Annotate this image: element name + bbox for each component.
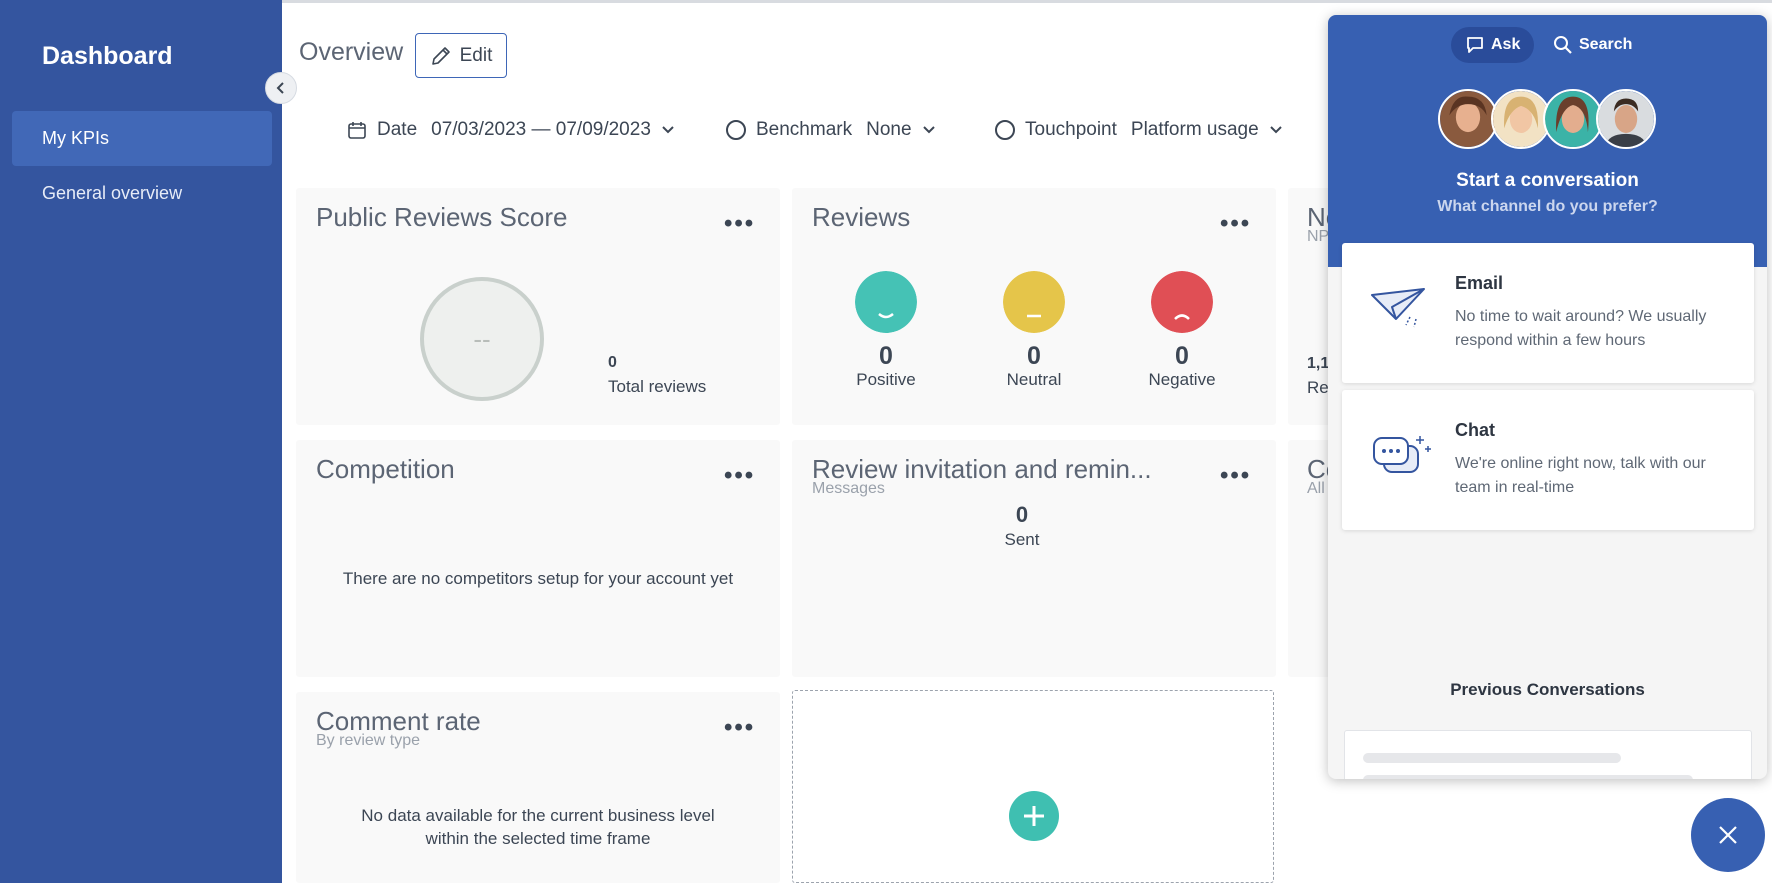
positive-label: Positive [856, 370, 916, 389]
touchpoint-filter-label: Touchpoint [1025, 119, 1117, 140]
score-value: -- [473, 323, 491, 354]
widget-title: Start a conversation [1456, 170, 1639, 191]
card-title: Reviews [812, 202, 911, 232]
benchmark-filter[interactable]: Benchmark None [726, 114, 936, 146]
negative-count: 0 [1175, 342, 1189, 370]
touchpoint-filter[interactable]: Touchpoint Platform usage [995, 114, 1283, 146]
tab-ask-label: Ask [1491, 36, 1521, 53]
avatar [1596, 89, 1656, 149]
score-ring: -- [420, 277, 544, 401]
positive-face-icon [855, 271, 917, 333]
card-title: Comment rate [316, 706, 481, 736]
public-reviews-card: Public Reviews Score ••• -- 0 Total revi… [296, 188, 780, 425]
touchpoint-radio[interactable] [995, 120, 1015, 140]
plus-icon [1024, 806, 1044, 826]
edit-button-label: Edit [459, 44, 493, 66]
competition-card: Competition ••• There are no competitors… [296, 440, 780, 677]
skeleton-line [1363, 753, 1621, 763]
review-invitation-card: Review invitation and remin... Messages … [792, 440, 1276, 677]
total-reviews-label: Total reviews [608, 377, 707, 396]
date-filter-value: 07/03/2023 — 07/09/2023 [431, 119, 651, 140]
card-title: Review invitation and remin... [812, 454, 1152, 484]
tab-search-label: Search [1579, 36, 1633, 53]
previous-conversation-placeholder[interactable] [1344, 730, 1752, 779]
chevron-down-icon [1269, 126, 1282, 134]
skeleton-line [1363, 775, 1693, 779]
chevron-left-icon [276, 82, 284, 94]
avatar [1543, 89, 1603, 149]
negative-label: Negative [1148, 370, 1216, 389]
neutral-count: 0 [1027, 342, 1041, 370]
sidebar-item-my-kpis[interactable]: My KPIs [12, 111, 272, 166]
neutral-label: Neutral [1006, 370, 1062, 389]
card-subtitle: By review type [316, 732, 421, 749]
date-filter[interactable]: Date 07/03/2023 — 07/09/2023 [347, 114, 675, 146]
benchmark-filter-value: None [866, 119, 912, 140]
chevron-down-icon [662, 126, 674, 134]
collapse-sidebar-button[interactable] [265, 72, 297, 104]
card-subtitle: All [1307, 480, 1325, 497]
sidebar-item-general-overview[interactable]: General overview [42, 183, 183, 203]
avatar [1491, 89, 1551, 149]
positive-count: 0 [879, 342, 893, 370]
card-title: Competition [316, 454, 455, 484]
help-widget: Ask Search Start a conversation What cha… [1328, 15, 1767, 779]
add-widget-button[interactable] [1009, 791, 1059, 841]
email-channel-title: Email [1455, 273, 1504, 293]
paper-plane-icon [1371, 288, 1425, 328]
more-options-button[interactable]: ••• [1220, 462, 1252, 489]
neutral-face-icon [1003, 271, 1065, 333]
help-widget-header [1328, 15, 1767, 267]
chat-channel-title: Chat [1455, 420, 1495, 440]
sidebar-title: Dashboard [42, 42, 173, 70]
calendar-icon [348, 122, 366, 139]
card-title: Public Reviews Score [316, 202, 568, 232]
email-channel-description: No time to wait around? We usually respo… [1455, 308, 1707, 349]
chat-channel-description: We're online right now, talk with our te… [1455, 455, 1706, 496]
avatar [1438, 89, 1498, 149]
previous-conversations-title: Previous Conversations [1450, 680, 1645, 699]
total-reviews-value: 0 [608, 354, 617, 371]
more-options-button[interactable]: ••• [724, 462, 756, 489]
tab-ask[interactable]: Ask [1451, 27, 1535, 63]
page-title: Overview [299, 38, 404, 66]
empty-message: There are no competitors setup for your … [342, 569, 734, 588]
sent-count: 0 [1015, 502, 1029, 527]
card-subtitle: NP [1307, 228, 1330, 245]
top-border [282, 0, 1772, 3]
chevron-down-icon [922, 126, 935, 134]
close-widget-button[interactable] [1691, 798, 1765, 872]
nps-value: 1,1 [1307, 355, 1330, 372]
date-filter-label: Date [377, 119, 418, 140]
touchpoint-filter-value: Platform usage [1130, 119, 1259, 140]
benchmark-radio[interactable] [726, 120, 746, 140]
chat-bubbles-icon [1373, 436, 1431, 473]
reviews-card: Reviews ••• 0 Positive 0 Neutral 0 Negat… [792, 188, 1276, 425]
negative-face-icon [1151, 271, 1213, 333]
more-options-button[interactable]: ••• [724, 714, 756, 741]
widget-subtitle: What channel do you prefer? [1437, 198, 1658, 215]
close-icon [1719, 826, 1737, 844]
add-widget-area[interactable] [792, 690, 1274, 883]
search-icon [1554, 36, 1572, 54]
benchmark-filter-label: Benchmark [756, 119, 853, 140]
chat-bubble-icon [1467, 37, 1483, 53]
chat-channel-option[interactable]: Chat We're online right now, talk with o… [1342, 390, 1754, 530]
sent-label: Sent [1004, 530, 1040, 549]
comment-rate-card: Comment rate By review type ••• No data … [296, 692, 780, 883]
more-options-button[interactable]: ••• [724, 210, 756, 237]
pencil-icon [431, 46, 450, 65]
edit-button[interactable]: Edit [415, 33, 507, 78]
email-channel-option[interactable]: Email No time to wait around? We usually… [1342, 243, 1754, 383]
more-options-button[interactable]: ••• [1220, 210, 1252, 237]
sidebar: Dashboard My KPIs General overview [0, 0, 282, 883]
empty-message: No data available for the current busine… [361, 806, 715, 848]
tab-search[interactable]: Search [1539, 27, 1646, 63]
card-subtitle: Messages [812, 480, 885, 497]
